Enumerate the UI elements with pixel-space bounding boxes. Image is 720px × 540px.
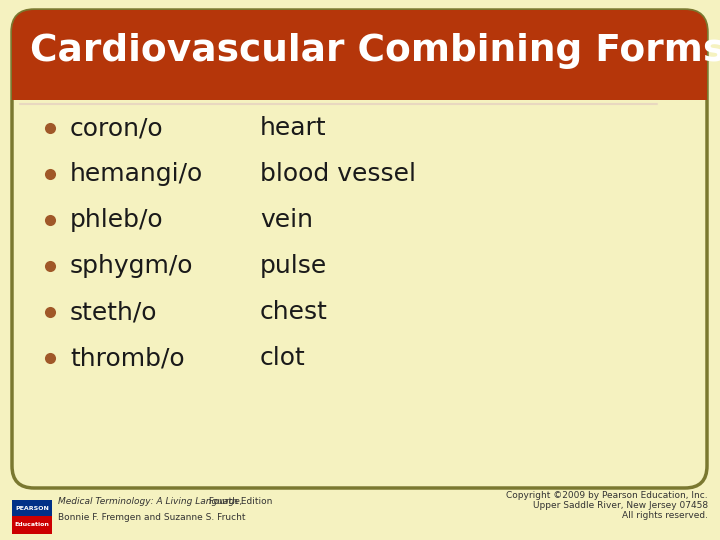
Text: steth/o: steth/o [70,300,158,324]
FancyBboxPatch shape [12,10,707,100]
Text: Fourth Edition: Fourth Edition [206,497,272,507]
Text: Copyright ©2009 by Pearson Education, Inc.: Copyright ©2009 by Pearson Education, In… [506,491,708,501]
Text: Upper Saddle River, New Jersey 07458: Upper Saddle River, New Jersey 07458 [533,502,708,510]
Bar [12,78,707,100]
Bar [12,500,52,516]
Bar [12,516,52,534]
Text: Education: Education [14,523,50,528]
Text: vein: vein [260,208,313,232]
Text: Medical Terminology: A Living Language,: Medical Terminology: A Living Language, [58,497,243,507]
Text: sphygm/o: sphygm/o [70,254,194,278]
Text: All rights reserved.: All rights reserved. [622,511,708,521]
Text: clot: clot [260,346,306,370]
Text: heart: heart [260,116,327,140]
Text: phleb/o: phleb/o [70,208,163,232]
FancyBboxPatch shape [12,10,707,488]
Text: Cardiovascular Combining Forms: Cardiovascular Combining Forms [30,33,720,69]
Text: pulse: pulse [260,254,328,278]
Text: Bonnie F. Fremgen and Suzanne S. Frucht: Bonnie F. Fremgen and Suzanne S. Frucht [58,514,246,523]
Text: blood vessel: blood vessel [260,162,416,186]
Text: chest: chest [260,300,328,324]
Text: hemangi/o: hemangi/o [70,162,203,186]
Text: coron/o: coron/o [70,116,163,140]
Text: PEARSON: PEARSON [15,505,49,510]
Text: thromb/o: thromb/o [70,346,184,370]
